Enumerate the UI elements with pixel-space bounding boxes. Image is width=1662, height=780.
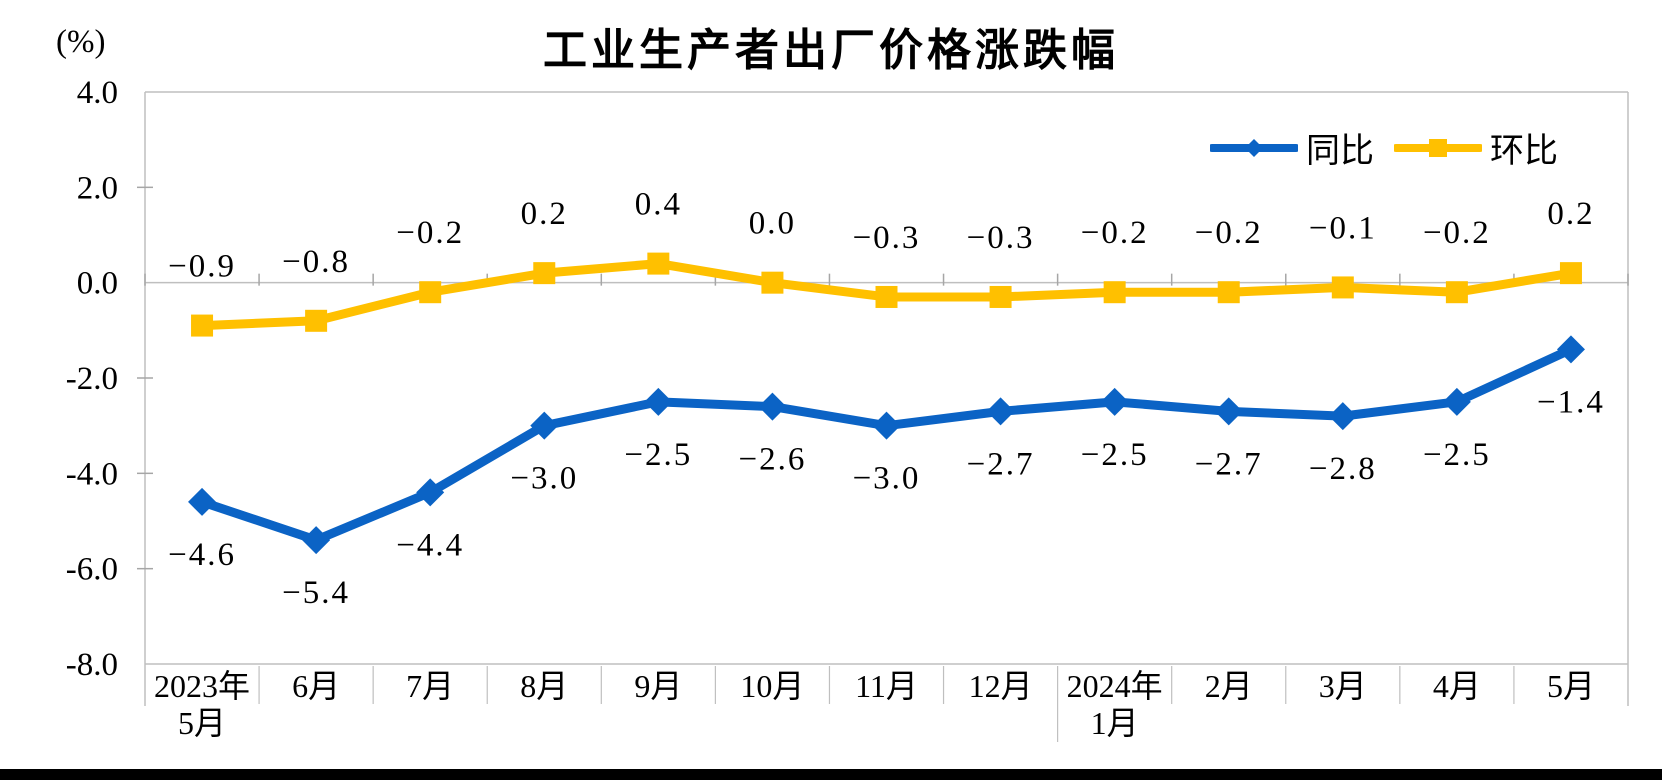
x-axis-label: 10月 xyxy=(740,668,804,704)
x-axis-label: 9月 xyxy=(634,668,682,704)
data-point-square xyxy=(761,271,784,294)
data-point-diamond xyxy=(1442,387,1471,416)
data-label: −0.3 xyxy=(967,220,1035,256)
x-axis-label: 8月 xyxy=(520,668,568,704)
x-axis-label-row2: 1月 xyxy=(1091,705,1139,741)
x-axis-label: 5月 xyxy=(1547,668,1595,704)
series-line xyxy=(197,344,1576,545)
data-point-diamond xyxy=(188,487,217,516)
data-label: −5.4 xyxy=(282,575,350,611)
data-label: −0.2 xyxy=(396,215,464,251)
data-label: −2.6 xyxy=(738,442,806,478)
y-axis-tick-label: 4.0 xyxy=(77,75,118,111)
data-point-diamond xyxy=(1556,335,1585,364)
data-point-diamond xyxy=(1214,397,1243,426)
series-同比: −4.6 −5.4 −4.4 −3.0 −2.5 −2.6 −3.0 −2.7 −2.5 −2.7… xyxy=(168,335,1605,611)
data-point-square xyxy=(1331,276,1354,299)
data-point-square xyxy=(533,262,556,285)
x-axis-label: 11月 xyxy=(855,668,918,704)
data-point-diamond xyxy=(1100,387,1129,416)
x-axis-label: 3月 xyxy=(1319,668,1367,704)
y-axis-tick-label: -8.0 xyxy=(66,647,118,683)
data-point-diamond xyxy=(758,392,787,421)
data-label: −0.3 xyxy=(853,220,921,256)
data-point-square xyxy=(1559,262,1582,285)
y-axis-tick-label: -4.0 xyxy=(66,456,118,492)
data-point-square xyxy=(419,281,442,304)
data-label: 0.2 xyxy=(1547,196,1594,232)
data-label: −2.5 xyxy=(624,437,692,473)
data-point-square xyxy=(305,309,328,332)
data-label: −0.2 xyxy=(1423,215,1491,251)
data-label: −1.4 xyxy=(1537,384,1605,420)
y-axis-tick-label: -6.0 xyxy=(66,552,118,588)
x-axis-label: 12月 xyxy=(969,668,1033,704)
data-label: −4.6 xyxy=(168,537,236,573)
legend-swatch-diamond xyxy=(1245,138,1263,157)
chart-legend: 同比 环比 xyxy=(1210,123,1558,172)
bottom-divider-bar xyxy=(0,769,1662,780)
legend-item-yoy: 同比 xyxy=(1210,123,1374,172)
data-label: −0.9 xyxy=(168,249,236,285)
x-axis-label: 4月 xyxy=(1433,668,1481,704)
data-point-square xyxy=(989,285,1012,308)
legend-label-yoy: 同比 xyxy=(1306,133,1374,170)
legend-swatch-square xyxy=(1429,138,1447,157)
legend-label-mom: 环比 xyxy=(1490,133,1558,170)
data-point-square xyxy=(875,285,898,308)
data-label: −3.0 xyxy=(853,461,921,497)
data-label: −3.0 xyxy=(510,461,578,497)
data-label: −0.2 xyxy=(1195,215,1263,251)
data-point-diamond xyxy=(644,387,673,416)
x-axis-label: 7月 xyxy=(406,668,454,704)
yoy-line-swatch xyxy=(1210,138,1298,157)
data-point-diamond xyxy=(986,397,1015,426)
legend-item-mom: 环比 xyxy=(1394,123,1558,172)
data-label: −2.7 xyxy=(1195,446,1263,482)
series-环比: −0.9 −0.8 −0.2 0.2 0.4 0.0 −0.3 −0.3 −0.2 −0.2 −0.… xyxy=(168,187,1594,337)
data-point-square xyxy=(191,314,214,337)
data-label: −2.5 xyxy=(1081,437,1149,473)
y-axis-unit-label: (%) xyxy=(56,24,106,60)
data-label: 0.2 xyxy=(521,196,568,232)
y-axis-tick-label: 0.0 xyxy=(77,266,118,302)
data-label: −0.2 xyxy=(1081,215,1149,251)
data-point-square xyxy=(1103,281,1126,304)
data-label: −2.5 xyxy=(1423,437,1491,473)
data-point-square xyxy=(1217,281,1240,304)
data-label: −0.8 xyxy=(282,244,350,280)
y-axis-tick-label: -2.0 xyxy=(66,361,118,397)
data-label: −0.1 xyxy=(1309,210,1377,246)
data-point-square xyxy=(1445,281,1468,304)
data-point-diamond xyxy=(416,478,445,507)
x-axis-label: 6月 xyxy=(292,668,340,704)
x-axis-label: 2024年 xyxy=(1067,668,1163,704)
data-label: −4.4 xyxy=(396,527,464,563)
data-point-diamond xyxy=(1328,402,1357,431)
data-label: 0.4 xyxy=(635,187,682,223)
data-label: −2.7 xyxy=(967,446,1035,482)
data-label: −2.8 xyxy=(1309,451,1377,487)
data-label: 0.0 xyxy=(749,206,796,242)
mom-line-swatch xyxy=(1394,138,1482,157)
x-axis-label: 2023年 xyxy=(154,668,250,704)
chart-title: 工业生产者出厂价格涨跌幅 xyxy=(543,26,1119,75)
data-point-diamond xyxy=(530,411,559,440)
data-point-diamond xyxy=(872,411,901,440)
data-point-square xyxy=(647,252,670,275)
y-axis-tick-label: 2.0 xyxy=(77,170,118,206)
data-point-diamond xyxy=(302,526,331,555)
x-axis-label-row2: 5月 xyxy=(178,705,226,741)
x-axis-label: 2月 xyxy=(1205,668,1253,704)
